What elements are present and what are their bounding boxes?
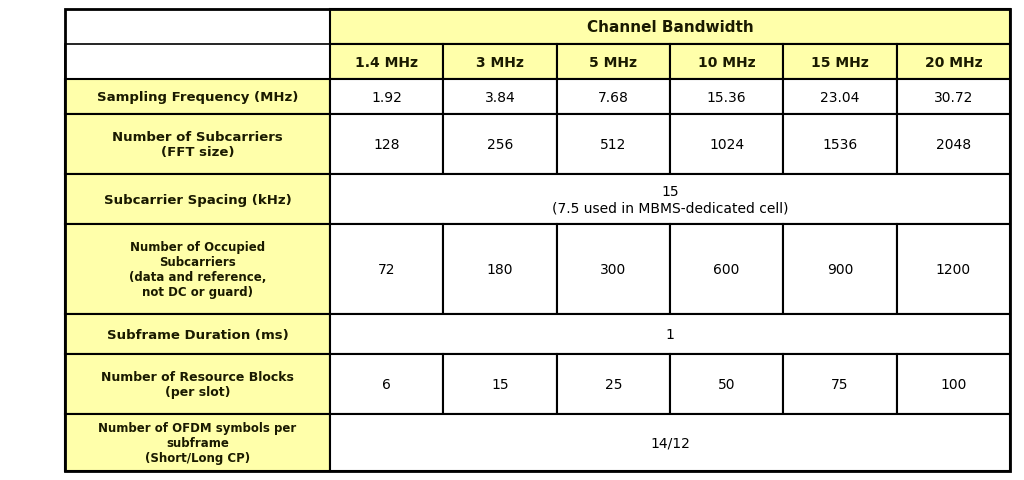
Text: Subcarrier Spacing (kHz): Subcarrier Spacing (kHz)	[103, 193, 292, 206]
Bar	[65, 175, 330, 225]
Bar	[670, 45, 783, 80]
Text: Subframe Duration (ms): Subframe Duration (ms)	[106, 328, 289, 341]
Text: 256: 256	[486, 138, 513, 152]
Text: 3.84: 3.84	[484, 90, 515, 104]
Bar	[783, 225, 897, 314]
Bar	[330, 10, 1010, 45]
Text: 180: 180	[486, 263, 513, 276]
Text: 75: 75	[831, 377, 849, 391]
Text: Number of Occupied
Subcarriers
(data and reference,
not DC or guard): Number of Occupied Subcarriers (data and…	[129, 240, 266, 299]
Text: 2048: 2048	[936, 138, 971, 152]
Text: 72: 72	[378, 263, 395, 276]
Bar	[65, 10, 330, 45]
Bar	[330, 115, 443, 175]
Bar	[670, 225, 783, 314]
Bar	[897, 80, 1010, 115]
Bar	[557, 225, 670, 314]
Bar	[897, 354, 1010, 414]
Bar	[670, 115, 783, 175]
Text: 7.68: 7.68	[598, 90, 629, 104]
Bar	[557, 80, 670, 115]
Text: 300: 300	[600, 263, 627, 276]
Text: Number of OFDM symbols per
subframe
(Short/Long CP): Number of OFDM symbols per subframe (Sho…	[98, 421, 297, 464]
Bar	[897, 45, 1010, 80]
Text: 1024: 1024	[709, 138, 744, 152]
Text: Channel Bandwidth: Channel Bandwidth	[587, 20, 754, 35]
Bar	[443, 45, 557, 80]
Text: 1.92: 1.92	[372, 90, 402, 104]
Text: 128: 128	[374, 138, 400, 152]
Bar	[557, 354, 670, 414]
Text: 1.4 MHz: 1.4 MHz	[355, 55, 418, 69]
Text: 100: 100	[940, 377, 967, 391]
Bar	[330, 414, 1010, 471]
Bar	[897, 115, 1010, 175]
Bar	[783, 115, 897, 175]
Text: 900: 900	[826, 263, 853, 276]
Text: 1200: 1200	[936, 263, 971, 276]
Bar	[330, 45, 443, 80]
Text: 30.72: 30.72	[934, 90, 973, 104]
Bar	[670, 354, 783, 414]
Text: 512: 512	[600, 138, 627, 152]
Text: 15 MHz: 15 MHz	[811, 55, 869, 69]
Text: Number of Resource Blocks
(per slot): Number of Resource Blocks (per slot)	[101, 370, 294, 398]
Bar	[897, 225, 1010, 314]
Bar	[557, 45, 670, 80]
Text: 25: 25	[604, 377, 623, 391]
Text: 3 MHz: 3 MHz	[476, 55, 524, 69]
Bar	[65, 314, 330, 354]
Text: 600: 600	[714, 263, 740, 276]
Bar	[670, 80, 783, 115]
Bar	[443, 225, 557, 314]
Bar	[65, 45, 330, 80]
Text: 15
(7.5 used in MBMS-dedicated cell): 15 (7.5 used in MBMS-dedicated cell)	[552, 184, 788, 215]
Text: 10 MHz: 10 MHz	[697, 55, 756, 69]
Text: Number of Subcarriers
(FFT size): Number of Subcarriers (FFT size)	[112, 131, 283, 159]
Text: 23.04: 23.04	[820, 90, 860, 104]
Bar	[330, 314, 1010, 354]
Text: 14/12: 14/12	[650, 435, 690, 450]
Bar	[330, 225, 443, 314]
Text: Sampling Frequency (MHz): Sampling Frequency (MHz)	[97, 91, 298, 104]
Bar	[65, 414, 330, 471]
Bar	[783, 80, 897, 115]
Bar	[65, 225, 330, 314]
Bar	[783, 354, 897, 414]
Bar	[557, 115, 670, 175]
Bar	[65, 80, 330, 115]
Bar	[443, 354, 557, 414]
Text: 1: 1	[666, 327, 675, 341]
Text: 15: 15	[492, 377, 509, 391]
Text: 50: 50	[718, 377, 735, 391]
Text: 1536: 1536	[822, 138, 858, 152]
Bar	[443, 80, 557, 115]
Bar	[330, 175, 1010, 225]
Text: 15.36: 15.36	[707, 90, 746, 104]
Bar	[330, 354, 443, 414]
Bar	[330, 80, 443, 115]
Bar	[443, 115, 557, 175]
Text: 20 MHz: 20 MHz	[925, 55, 982, 69]
Bar	[65, 354, 330, 414]
Text: 5 MHz: 5 MHz	[590, 55, 637, 69]
Bar	[783, 45, 897, 80]
Text: 6: 6	[382, 377, 391, 391]
Bar	[65, 115, 330, 175]
